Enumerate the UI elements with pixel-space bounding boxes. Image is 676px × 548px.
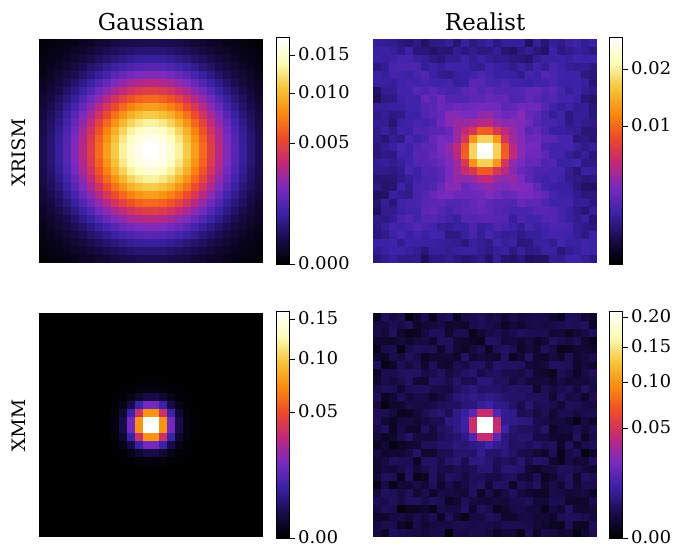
- colorbar-0: [276, 37, 290, 265]
- colorbar-tick-label: 0.00: [298, 527, 339, 548]
- colorbar-tick-mark: [290, 93, 295, 94]
- colorbar-tick-mark: [290, 359, 295, 360]
- colorbar-tick-label: 0.010: [298, 82, 350, 103]
- colorbar-tick-label: 0.10: [298, 348, 339, 369]
- colorbar-tick-mark: [623, 126, 628, 127]
- colorbar-tick-label: 0.15: [298, 308, 339, 329]
- colorbar-tick-mark: [290, 55, 295, 56]
- heatmap-image-3: [373, 313, 597, 537]
- colorbar-tick-mark: [623, 382, 628, 383]
- colorbar-3: [609, 311, 623, 539]
- colorbar-tick-label: 0.20: [631, 306, 672, 327]
- colorbar-tick-label: 0.02: [631, 58, 672, 79]
- colorbar-tick-label: 0.005: [298, 132, 350, 153]
- colorbar-tick-label: 0.01: [631, 115, 672, 136]
- heatmap-image-2: [39, 313, 263, 537]
- heatmap-image-0: [39, 39, 263, 263]
- colorbar-tick-mark: [290, 538, 295, 539]
- column-title-gaussian: Gaussian: [97, 10, 205, 36]
- colorbar-tick-mark: [290, 143, 295, 144]
- colorbar-tick-mark: [290, 412, 295, 413]
- column-title-realist: Realist: [444, 10, 526, 36]
- colorbar-tick-label: 0.015: [298, 44, 350, 65]
- colorbar-tick-mark: [623, 538, 628, 539]
- heatmap-image-1: [373, 39, 597, 263]
- colorbar-tick-mark: [623, 317, 628, 318]
- colorbar-tick-label: 0.15: [631, 336, 672, 357]
- colorbar-tick-label: 0.05: [298, 401, 339, 422]
- colorbar-tick-label: 0.000: [298, 253, 350, 274]
- colorbar-tick-mark: [623, 428, 628, 429]
- colorbar-tick-label: 0.05: [631, 417, 672, 438]
- colorbar-1: [609, 37, 623, 265]
- colorbar-2: [276, 311, 290, 539]
- colorbar-tick-mark: [290, 264, 295, 265]
- colorbar-tick-mark: [290, 319, 295, 320]
- colorbar-tick-mark: [623, 347, 628, 348]
- row-label-xmm: XMM: [8, 398, 30, 452]
- colorbar-tick-label: 0.10: [631, 371, 672, 392]
- colorbar-tick-mark: [623, 69, 628, 70]
- colorbar-tick-label: 0.00: [631, 527, 672, 548]
- row-label-xrism: XRISM: [8, 118, 30, 186]
